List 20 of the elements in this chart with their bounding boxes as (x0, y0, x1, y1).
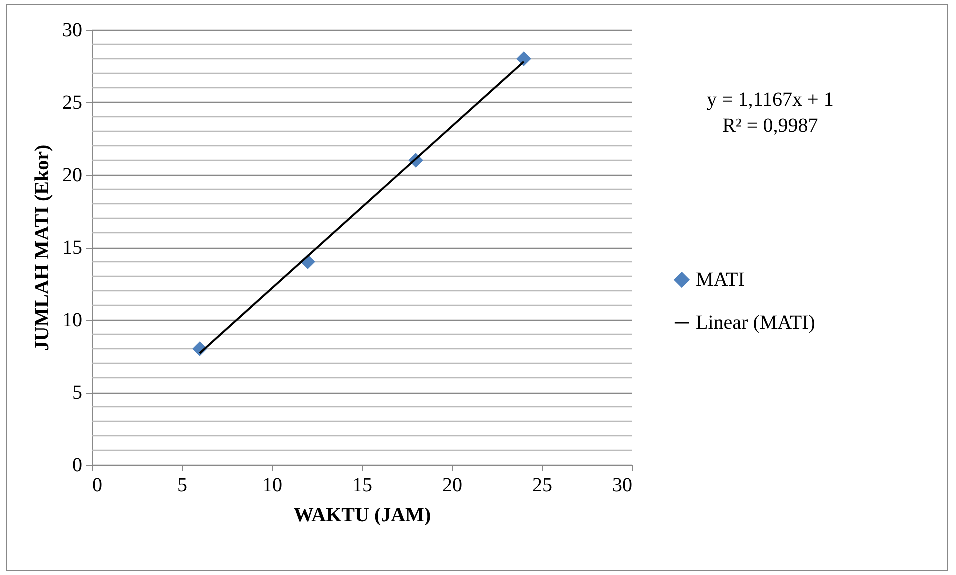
x-tick-label: 20 (442, 474, 462, 496)
y-tick-label: 15 (62, 237, 82, 259)
x-tick-label: 30 (612, 474, 632, 496)
x-tick-label: 25 (532, 474, 552, 496)
text: y = 1,1167x + 1 (707, 88, 834, 113)
x-tick-label: 0 (92, 474, 102, 496)
y-tick-label: 0 (72, 454, 82, 476)
x-tick-label: 10 (262, 474, 282, 496)
y-tick-label: 25 (62, 92, 82, 114)
legend-label: Linear (MATI) (696, 312, 816, 334)
text: R² = 0,9987 (722, 114, 820, 139)
legend-label: MATI (696, 269, 745, 291)
y-tick-label: 30 (62, 20, 82, 42)
y-tick-label: 10 (62, 310, 82, 332)
x-tick-label: 15 (352, 474, 372, 496)
y-tick-label: 5 (72, 382, 82, 404)
y-tick-label: 20 (62, 164, 82, 186)
x-tick-label: 5 (178, 474, 188, 496)
y-axis-title: JUMLAH MATI (Ekor) (32, 144, 54, 352)
x-axis-title: WAKTU (JAM) (294, 504, 432, 526)
